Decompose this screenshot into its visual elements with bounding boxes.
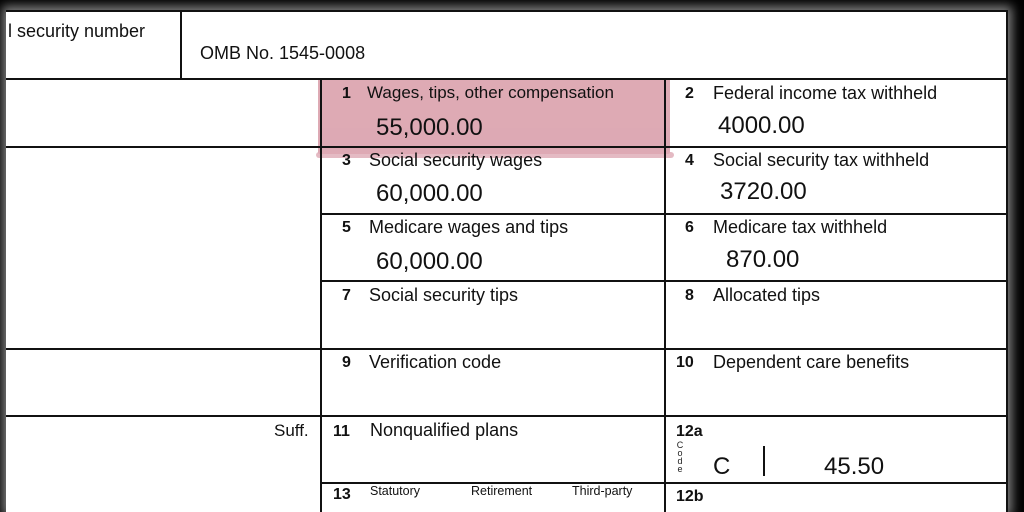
box7-label: Social security tips <box>369 285 518 306</box>
rule-top <box>6 10 1008 12</box>
box8-number: 8 <box>685 287 694 305</box>
rule-left-column <box>320 78 322 512</box>
box11-label: Nonqualified plans <box>370 420 518 441</box>
box13-number: 13 <box>333 486 351 504</box>
box9-number: 9 <box>342 354 351 372</box>
box6-value[interactable]: 870.00 <box>726 246 799 274</box>
box1-label: Wages, tips, other compensation <box>367 83 614 103</box>
box5-number: 5 <box>342 219 351 237</box>
box13-third-party-label: Third-party <box>572 484 632 498</box>
box6-number: 6 <box>685 219 694 237</box>
suff-label: Suff. <box>274 421 309 441</box>
box5-value[interactable]: 60,000.00 <box>376 248 483 276</box>
rule-right-edge <box>1006 10 1008 512</box>
box9-label: Verification code <box>369 352 501 373</box>
box12b-number: 12b <box>676 488 704 506</box>
omb-number: OMB No. 1545-0008 <box>200 43 365 64</box>
box2-label: Federal income tax withheld <box>713 83 937 104</box>
rule-header-bottom <box>6 78 1008 80</box>
box11-number: 11 <box>333 423 350 441</box>
box13-retirement-label: Retirement <box>471 484 532 498</box>
rule-row4 <box>6 348 1008 350</box>
box7-number: 7 <box>342 287 351 305</box>
box3-value[interactable]: 60,000.00 <box>376 180 483 208</box>
box10-label: Dependent care benefits <box>713 352 909 373</box>
box2-number: 2 <box>685 85 694 103</box>
box8-label: Allocated tips <box>713 285 820 306</box>
rule-middle-column <box>664 78 666 512</box>
box12a-amount[interactable]: 45.50 <box>824 453 884 481</box>
box3-label: Social security wages <box>369 150 542 171</box>
box3-number: 3 <box>342 152 351 170</box>
box1-value[interactable]: 55,000.00 <box>376 114 483 142</box>
box6-label: Medicare tax withheld <box>713 217 887 238</box>
box13-statutory-label: Statutory <box>370 484 420 498</box>
w2-form: l security number OMB No. 1545-0008 1 Wa… <box>6 10 1008 512</box>
rule-code-divider <box>763 446 765 476</box>
box2-value[interactable]: 4000.00 <box>718 112 805 140</box>
box10-number: 10 <box>676 354 694 372</box>
box4-number: 4 <box>685 152 694 170</box>
box1-number: 1 <box>342 85 351 103</box>
rule-row1 <box>6 146 1008 148</box>
ssn-label: l security number <box>8 21 145 42</box>
rule-row5 <box>6 415 1008 417</box>
box12a-number: 12a <box>676 423 703 441</box>
rule-header-divider <box>180 10 182 78</box>
box4-label: Social security tax withheld <box>713 150 929 171</box>
box12a-code[interactable]: C <box>713 453 730 481</box>
box5-label: Medicare wages and tips <box>369 217 568 238</box>
box4-value[interactable]: 3720.00 <box>720 178 807 206</box>
